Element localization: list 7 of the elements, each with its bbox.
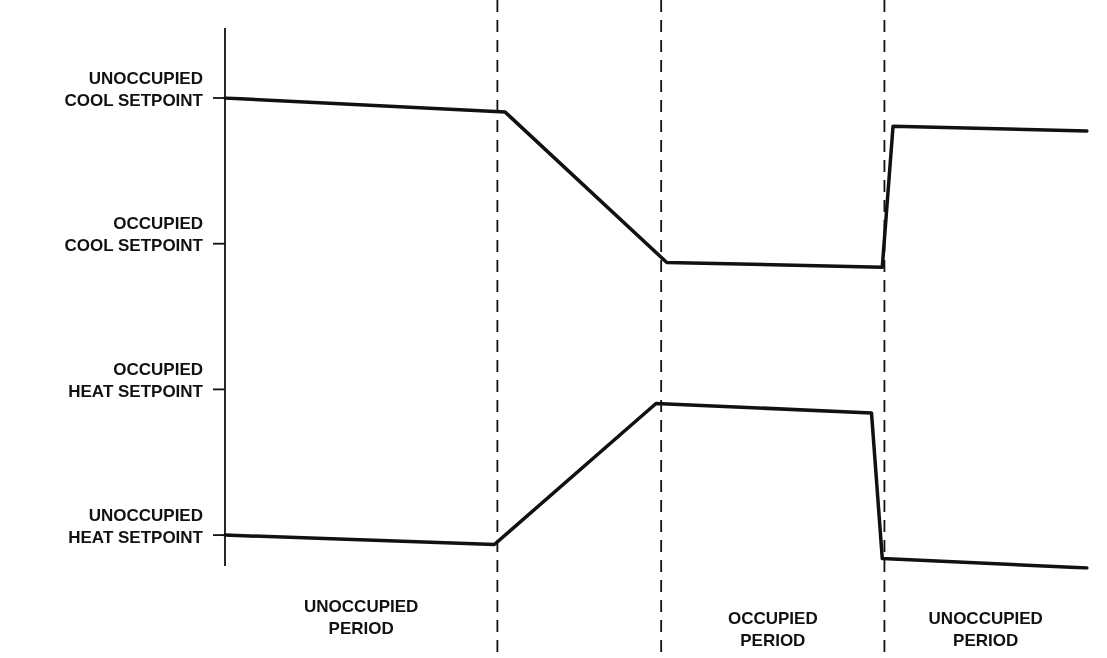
- text: UNOCCUPIED COOL SETPOINT: [64, 68, 204, 110]
- text: OCCUPIED COOL SETPOINT: [64, 214, 204, 256]
- text: OCCUPIED PERIOD: [727, 608, 818, 650]
- text: UNOCCUPIED PERIOD: [928, 608, 1043, 650]
- text: UNOCCUPIED PERIOD: [304, 596, 419, 638]
- text: UNOCCUPIED HEAT SETPOINT: [68, 505, 204, 547]
- text: OCCUPIED HEAT SETPOINT: [68, 360, 204, 402]
